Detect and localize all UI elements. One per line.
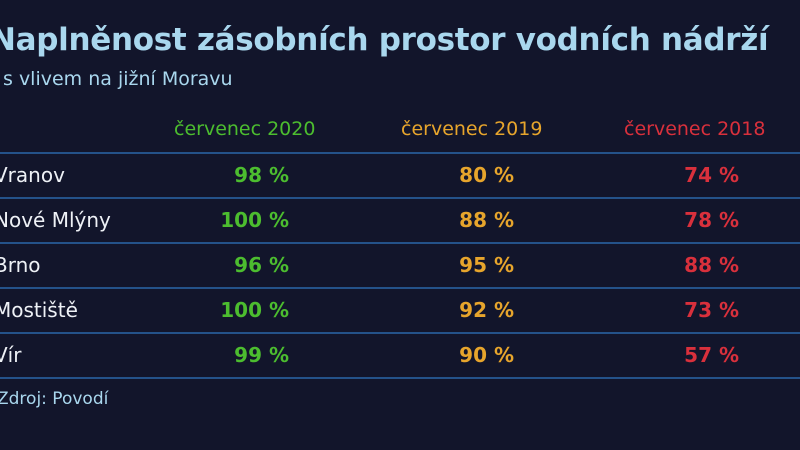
value-2019: 80 % <box>459 163 514 187</box>
table-row: Brno 96 % 95 % 88 % <box>0 243 800 288</box>
reservoir-name: Vír <box>0 343 22 367</box>
chart-title: Naplněnost zásobních prostor vodních nád… <box>0 22 769 58</box>
value-2019: 95 % <box>459 253 514 277</box>
chart-subtitle: s vlivem na jižní Moravu <box>3 68 233 90</box>
value-2020: 99 % <box>234 343 289 367</box>
value-2018: 78 % <box>684 208 739 232</box>
source-note: Zdroj: Povodí <box>0 389 109 409</box>
table-row: Mostiště 100 % 92 % 73 % <box>0 288 800 333</box>
value-2018: 74 % <box>684 163 739 187</box>
value-2020: 96 % <box>234 253 289 277</box>
reservoir-name: Vranov <box>0 163 65 187</box>
table-row: Vír 99 % 90 % 57 % <box>0 333 800 378</box>
value-2019: 90 % <box>459 343 514 367</box>
divider <box>0 152 800 154</box>
divider <box>0 287 800 289</box>
table-row: Nové Mlýny 100 % 88 % 78 % <box>0 198 800 243</box>
value-2019: 88 % <box>459 208 514 232</box>
reservoir-name: Mostiště <box>0 298 78 322</box>
divider <box>0 197 800 199</box>
value-2018: 73 % <box>684 298 739 322</box>
divider <box>0 332 800 334</box>
value-2020: 100 % <box>220 208 289 232</box>
column-header-2018: červenec 2018 <box>624 118 766 140</box>
value-2020: 100 % <box>220 298 289 322</box>
table-row: Vranov 98 % 80 % 74 % <box>0 153 800 198</box>
value-2020: 98 % <box>234 163 289 187</box>
value-2018: 57 % <box>684 343 739 367</box>
column-header-2019: červenec 2019 <box>401 118 543 140</box>
value-2019: 92 % <box>459 298 514 322</box>
reservoir-name: Nové Mlýny <box>0 208 111 232</box>
reservoir-name: Brno <box>0 253 41 277</box>
divider <box>0 242 800 244</box>
column-header-2020: červenec 2020 <box>174 118 316 140</box>
value-2018: 88 % <box>684 253 739 277</box>
divider <box>0 377 800 379</box>
